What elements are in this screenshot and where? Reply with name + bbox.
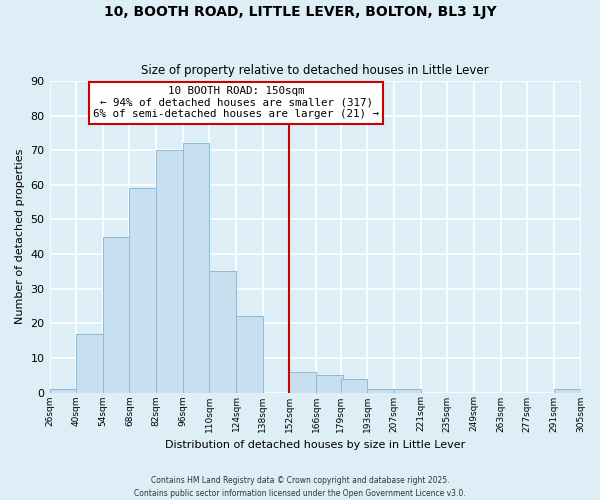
Bar — [554, 389, 581, 392]
Text: 10 BOOTH ROAD: 150sqm
← 94% of detached houses are smaller (317)
6% of semi-deta: 10 BOOTH ROAD: 150sqm ← 94% of detached … — [93, 86, 379, 120]
Bar — [394, 389, 421, 392]
Bar — [183, 144, 209, 392]
Bar — [209, 272, 236, 392]
Bar — [103, 236, 130, 392]
Y-axis label: Number of detached properties: Number of detached properties — [15, 149, 25, 324]
Bar — [50, 389, 76, 392]
Bar — [76, 334, 103, 392]
Bar — [236, 316, 263, 392]
Bar — [367, 389, 394, 392]
Bar — [289, 372, 316, 392]
Bar — [316, 375, 343, 392]
Text: 10, BOOTH ROAD, LITTLE LEVER, BOLTON, BL3 1JY: 10, BOOTH ROAD, LITTLE LEVER, BOLTON, BL… — [104, 5, 496, 19]
Bar — [156, 150, 183, 392]
Bar — [341, 378, 367, 392]
Text: Contains HM Land Registry data © Crown copyright and database right 2025.
Contai: Contains HM Land Registry data © Crown c… — [134, 476, 466, 498]
X-axis label: Distribution of detached houses by size in Little Lever: Distribution of detached houses by size … — [165, 440, 465, 450]
Bar — [130, 188, 156, 392]
Title: Size of property relative to detached houses in Little Lever: Size of property relative to detached ho… — [141, 64, 489, 77]
